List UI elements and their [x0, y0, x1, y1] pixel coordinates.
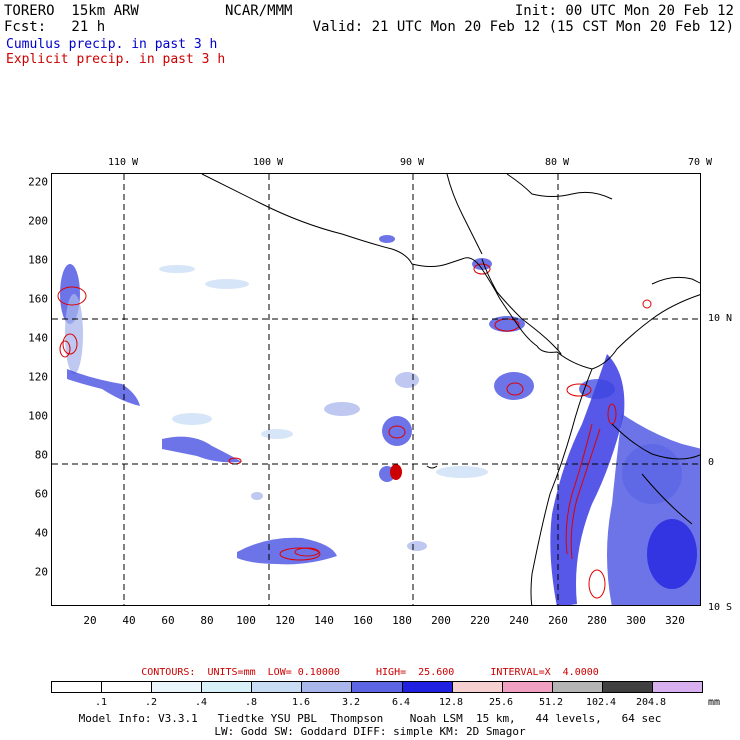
physics-info: LW: Godd SW: Goddard DIFF: simple KM: 2D… [214, 725, 526, 738]
x-tick-label: 180 [392, 614, 412, 627]
forecast-hour: Fcst: 21 h [4, 19, 106, 35]
colorbar [51, 681, 703, 693]
colorbar-cell [352, 682, 403, 692]
colorbar-label: .8 [244, 697, 258, 708]
contour-info: CONTOURS: UNITS=mm LOW= 0.10000 HIGH= 25… [141, 667, 599, 678]
lon-label-90w: 90 W [399, 157, 425, 168]
colorbar-label: .4 [194, 697, 208, 708]
y-tick-label: 180 [28, 253, 48, 267]
y-tick-label: 80 [34, 448, 48, 462]
x-tick-label: 260 [548, 614, 568, 627]
colorbar-cell [302, 682, 353, 692]
lat-label-0: 0 [708, 457, 715, 468]
y-tick-label: 200 [28, 214, 48, 228]
x-tick-label: 40 [122, 614, 136, 627]
colorbar-cell [552, 682, 603, 692]
lon-label-70w: 70 W [687, 157, 713, 168]
x-tick-label: 140 [314, 614, 334, 627]
colorbar-label: 51.2 [538, 697, 564, 708]
y-tick-label: 220 [28, 175, 48, 189]
colorbar-cell [52, 682, 103, 692]
colorbar-cell [102, 682, 153, 692]
x-tick-label: 240 [509, 614, 529, 627]
x-tick-label: 200 [431, 614, 451, 627]
colorbar-label: 204.8 [635, 697, 667, 708]
colorbar-label: 12.8 [438, 697, 464, 708]
field-cumulus-label: Cumulus precip. in past 3 h [6, 37, 218, 52]
colorbar-label: .1 [94, 697, 108, 708]
lon-label-100w: 100 W [252, 157, 284, 168]
y-tick-label: 60 [34, 487, 48, 501]
colorbar-cell [252, 682, 303, 692]
colorbar-label: 3.2 [341, 697, 361, 708]
x-tick-label: 220 [470, 614, 490, 627]
lat-label-10s: 10 S [708, 602, 733, 613]
y-tick-label: 40 [34, 526, 48, 540]
x-tick-label: 100 [236, 614, 256, 627]
y-tick-label: 20 [34, 565, 48, 579]
coastlines [201, 174, 700, 605]
valid-time: Valid: 21 UTC Mon 20 Feb 12 (15 CST Mon … [312, 19, 734, 35]
colorbar-label: 1.6 [291, 697, 311, 708]
colorbar-cell [202, 682, 253, 692]
lon-label-110w: 110 W [107, 157, 139, 168]
y-tick-label: 160 [28, 292, 48, 306]
x-tick-label: 60 [161, 614, 175, 627]
map-canvas [52, 174, 700, 605]
colorbar-label: 25.6 [488, 697, 514, 708]
heavy-precip-cell [390, 464, 402, 480]
model-info: Model Info: V3.3.1 Tiedtke YSU PBL Thomp… [78, 712, 662, 725]
x-tick-label: 80 [200, 614, 214, 627]
y-tick-label: 140 [28, 331, 48, 345]
colorbar-cell [402, 682, 453, 692]
x-tick-label: 20 [83, 614, 97, 627]
institution-label: NCAR/MMM [225, 3, 293, 19]
model-title: TORERO 15km ARW [4, 3, 139, 19]
colorbar-label: .2 [144, 697, 158, 708]
colorbar-label: 102.4 [585, 697, 617, 708]
field-explicit-label: Explicit precip. in past 3 h [6, 52, 226, 67]
y-tick-label: 120 [28, 370, 48, 384]
lat-lon-grid [52, 174, 700, 605]
x-tick-label: 300 [626, 614, 646, 627]
x-tick-label: 120 [275, 614, 295, 627]
colorbar-cell [502, 682, 553, 692]
colorbar-cell [452, 682, 503, 692]
colorbar-label: 6.4 [391, 697, 411, 708]
init-time: Init: 00 UTC Mon 20 Feb 12 [514, 3, 734, 19]
colorbar-cell [152, 682, 203, 692]
lon-label-80w: 80 W [544, 157, 570, 168]
x-tick-label: 280 [587, 614, 607, 627]
colorbar-cell [602, 682, 653, 692]
lat-label-10n: 10 N [708, 313, 733, 324]
x-tick-label: 320 [665, 614, 685, 627]
y-tick-label: 100 [28, 409, 48, 423]
cumulus-precip-shading [60, 235, 700, 605]
colorbar-cell [652, 682, 703, 692]
x-tick-label: 160 [353, 614, 373, 627]
precip-map [51, 173, 701, 606]
colorbar-unit: mm [708, 697, 721, 708]
